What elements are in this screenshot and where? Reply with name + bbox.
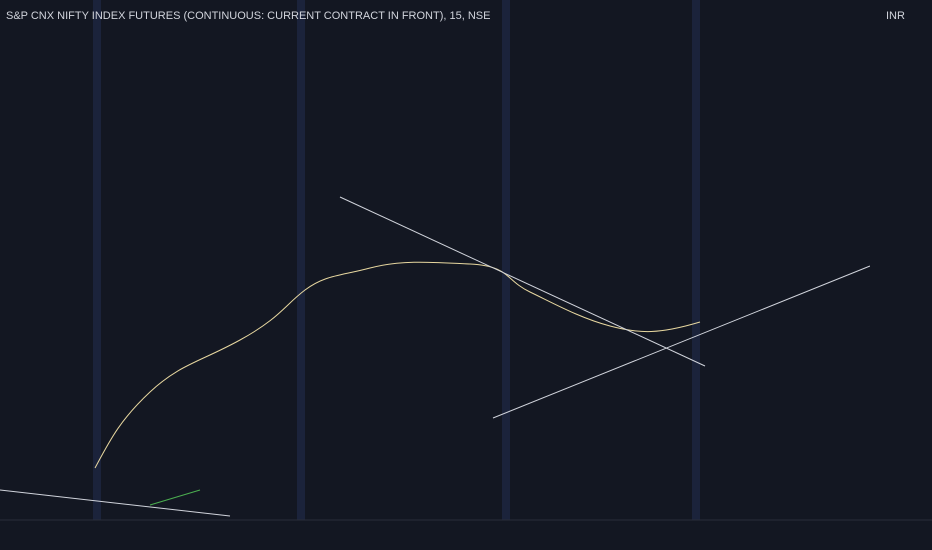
session-breaks [93, 0, 700, 520]
trendline [339, 196, 706, 367]
price-axis [870, 0, 932, 550]
chart-title: S&P CNX NIFTY INDEX FUTURES (CONTINUOUS:… [6, 10, 490, 22]
trendline [492, 265, 871, 419]
moving-average [94, 261, 701, 469]
trendline [0, 489, 231, 517]
trendline [149, 489, 201, 506]
currency: INR [886, 10, 905, 22]
trendlines [0, 196, 871, 517]
